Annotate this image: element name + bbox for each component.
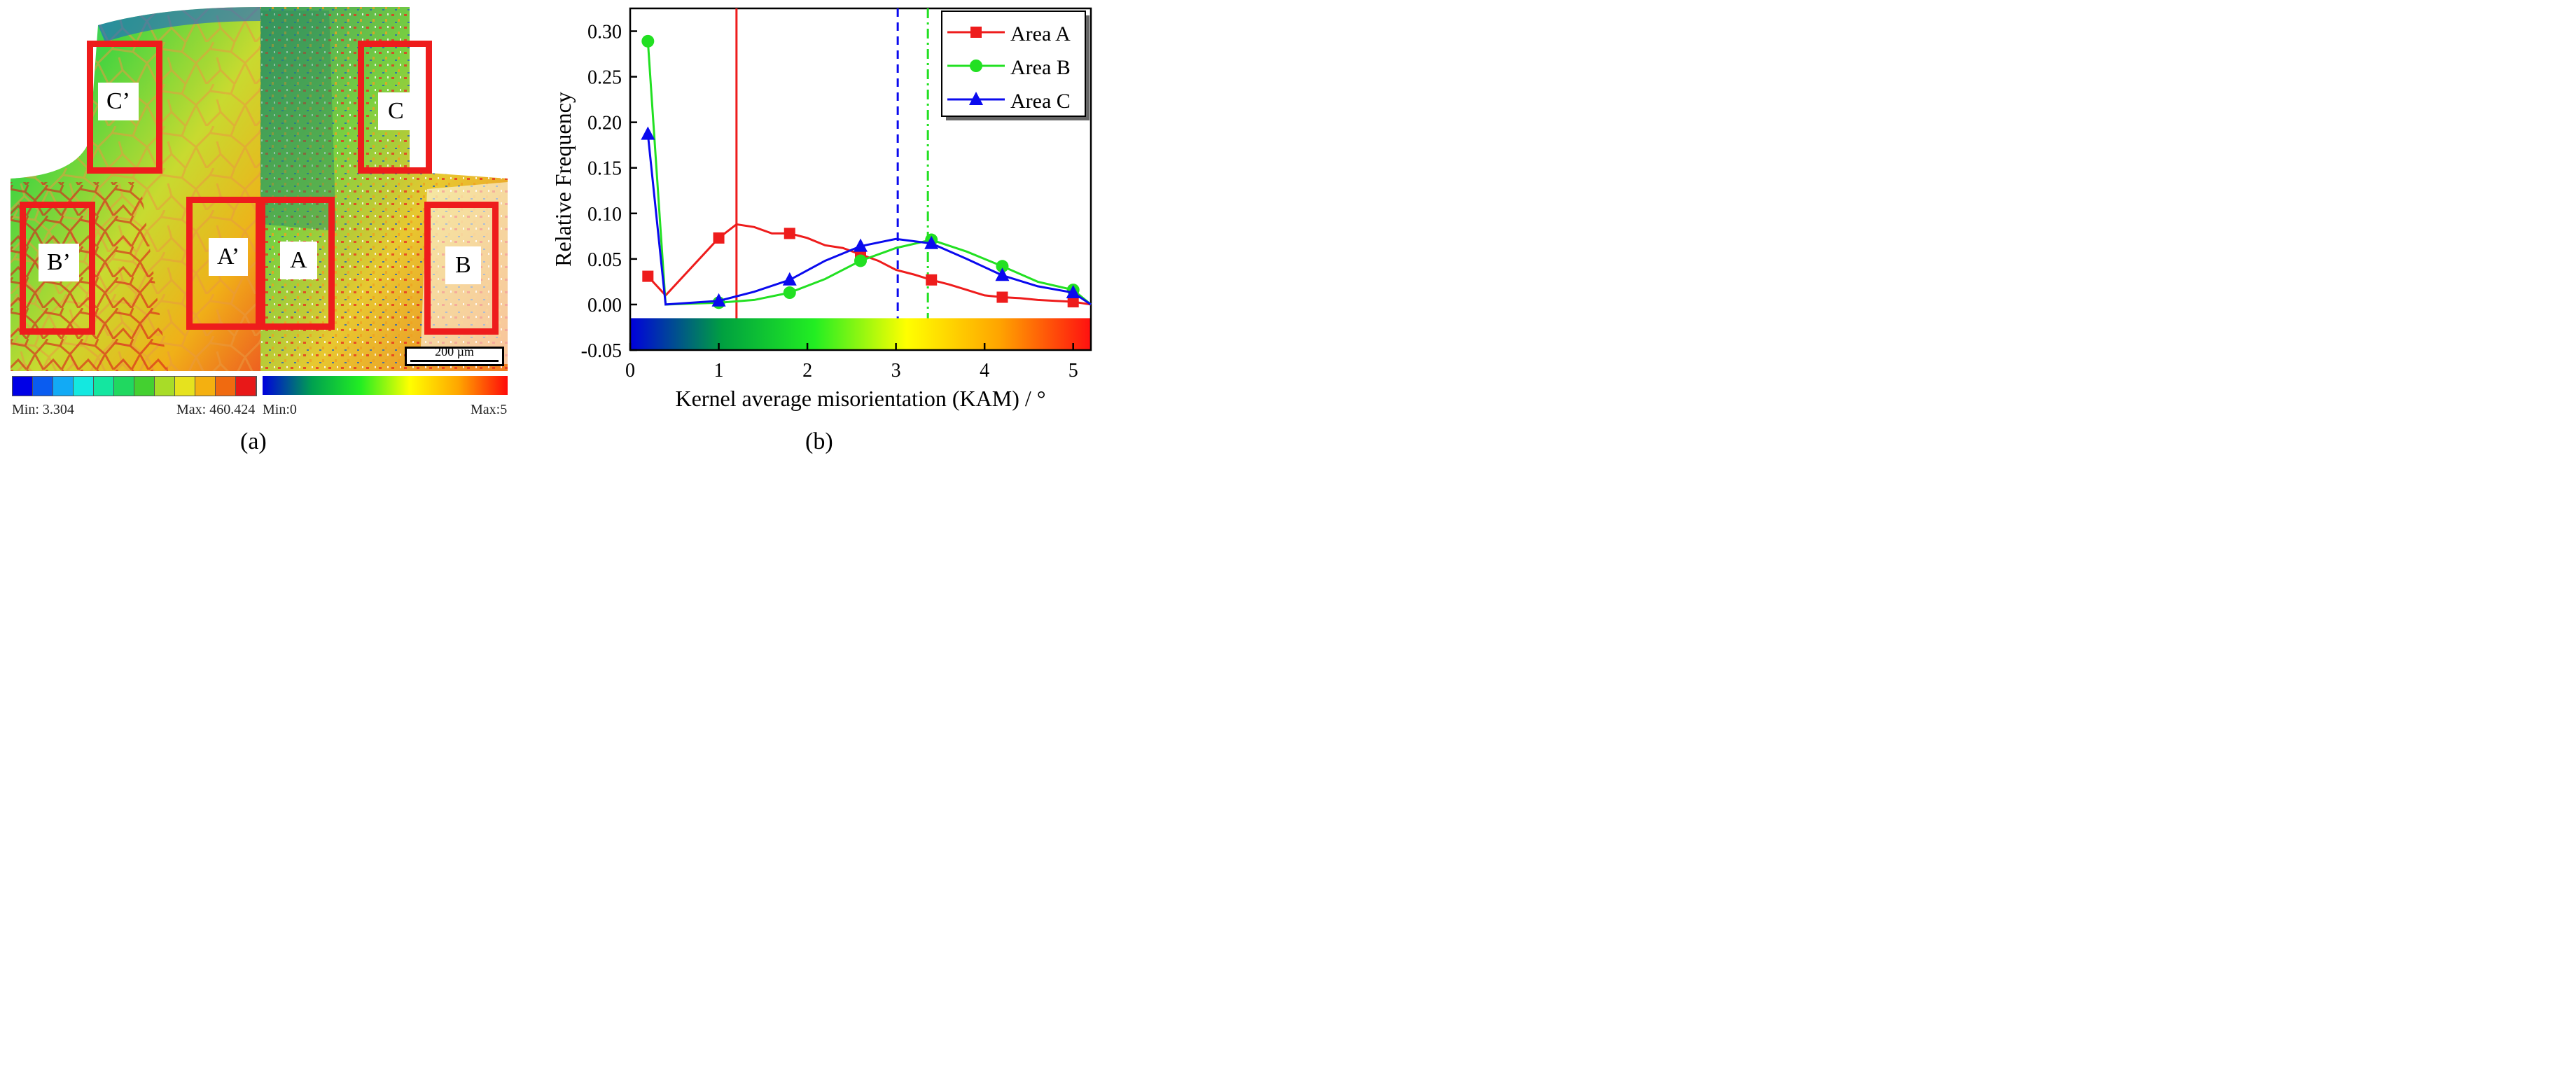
y-tick-label: 0.30 (587, 22, 622, 43)
caption-b: (b) (805, 428, 833, 454)
y-tick-label: 0.10 (587, 204, 622, 225)
data-point (995, 267, 1010, 281)
plot-frame (629, 7, 1092, 351)
kam-legend-min: Min:0 (263, 402, 297, 417)
series-area-a (642, 223, 1092, 308)
legend-marker (969, 92, 983, 105)
fem-legend-swatch (74, 377, 94, 396)
data-point (996, 260, 1009, 273)
data-point (854, 254, 867, 267)
region-label-c: C (378, 92, 414, 130)
data-point (782, 272, 797, 286)
x-tick-label: 0 (625, 360, 635, 382)
fem-legend-swatch (236, 377, 256, 396)
y-tick-label: 0.15 (587, 158, 622, 180)
data-point (641, 126, 655, 140)
data-point (642, 270, 654, 282)
y-axis-label: Relative Frequency (550, 92, 576, 267)
fem-legend-min: Min: 3.304 (12, 402, 74, 417)
x-tick-label: 4 (980, 360, 989, 382)
y-tick-label: 0.20 (587, 113, 622, 134)
x-axis-label: Kernel average misorientation (KAM) / ° (675, 386, 1045, 411)
data-point (854, 238, 868, 252)
x-tick-label: 1 (714, 360, 724, 382)
x-tick-label: 5 (1068, 360, 1078, 382)
scale-bar: 200 µm (405, 344, 504, 366)
data-point (711, 293, 726, 307)
region-label-a: A (280, 242, 317, 279)
region-box-a-prime (186, 197, 262, 330)
region-box-c-prime (87, 41, 162, 174)
caption-a: (a) (240, 428, 267, 454)
region-label-c-prime: C’ (98, 83, 139, 120)
y-tick-label: 0.05 (587, 249, 622, 271)
legend-label: Area C (1010, 90, 1071, 113)
legend-label: Area B (1010, 56, 1071, 79)
legend-label: Area A (1010, 22, 1071, 46)
data-point (1066, 285, 1080, 299)
region-box-a (259, 197, 335, 330)
fem-legend-swatch (33, 377, 53, 396)
kam-legend-max: Max:5 (471, 402, 508, 417)
data-point (783, 286, 796, 300)
fem-legend-swatch (195, 377, 216, 396)
region-box-b (424, 202, 499, 335)
chart-colorbar (630, 318, 1091, 350)
region-box-c (358, 41, 432, 174)
scale-bar-label: 200 µm (435, 344, 474, 358)
region-label-b-prime: B’ (39, 244, 79, 281)
series-line (647, 223, 1092, 306)
data-point (713, 232, 725, 244)
y-tick-label: -0.05 (581, 340, 622, 362)
fem-legend-max: Max: 460.424 (176, 402, 256, 417)
y-tick-label: 0.25 (587, 67, 622, 89)
data-point (1067, 296, 1079, 308)
fem-legend-swatch (216, 377, 236, 396)
x-tick-label: 2 (802, 360, 812, 382)
data-point (641, 34, 655, 48)
fem-legend-swatch (114, 377, 134, 396)
data-point (784, 228, 795, 239)
legend-marker (970, 60, 982, 72)
fem-legend-swatch (94, 377, 114, 396)
fem-legend-swatch (13, 377, 33, 396)
fem-legend-swatch (134, 377, 155, 396)
legend-marker (970, 27, 982, 38)
data-point (996, 291, 1008, 303)
series-area-c (641, 126, 1092, 307)
panel-a: C’ B’ A’ A C B 200 µm Min: 3.304 Max: 46… (0, 0, 1204, 1088)
region-label-a-prime: A’ (209, 238, 249, 276)
region-label-b: B (445, 246, 481, 284)
y-tick-label: 0.00 (587, 295, 622, 316)
region-box-b-prime (20, 202, 95, 335)
fem-legend-bar (12, 376, 257, 396)
fem-legend-swatch (155, 377, 175, 396)
x-tick-label: 3 (891, 360, 901, 382)
data-point (924, 235, 939, 249)
fem-legend-swatch (175, 377, 195, 396)
data-point (926, 274, 938, 286)
kam-legend-bar (263, 376, 508, 395)
series-line (646, 134, 1092, 306)
fem-legend-swatch (53, 377, 74, 396)
